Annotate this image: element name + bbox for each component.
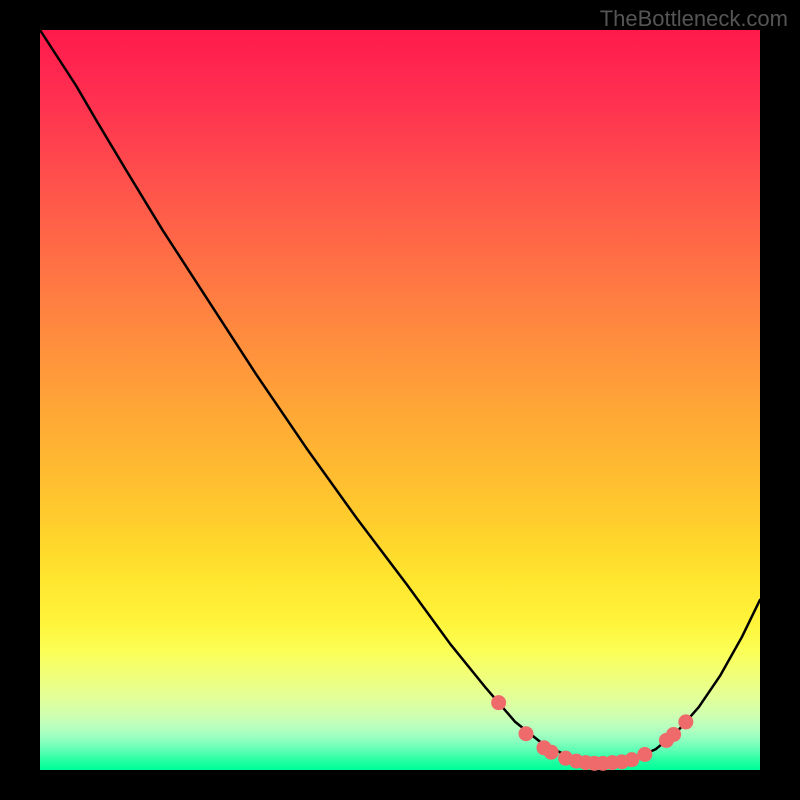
data-marker: [679, 715, 693, 729]
plot-background: [40, 30, 760, 770]
bottleneck-chart: [0, 0, 800, 800]
data-marker: [638, 747, 652, 761]
data-marker: [625, 753, 639, 767]
data-marker: [667, 727, 681, 741]
data-marker: [492, 696, 506, 710]
data-marker: [519, 727, 533, 741]
data-marker: [544, 745, 558, 759]
